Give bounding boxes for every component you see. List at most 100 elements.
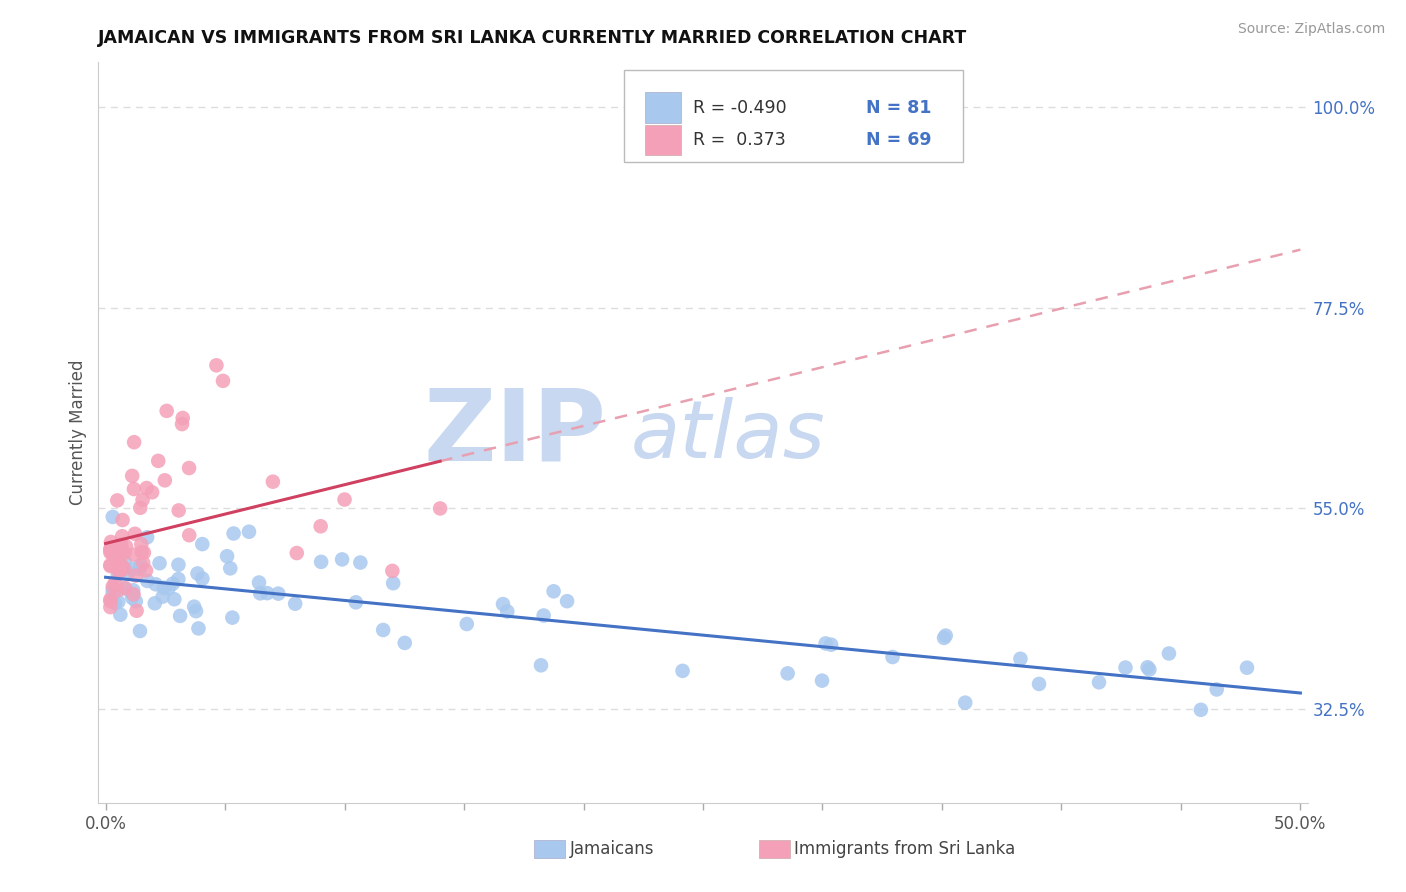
Point [249,586,271,600]
Point [122,435,145,450]
Point [811,673,834,688]
Point [344,595,367,609]
Text: ZIP: ZIP [423,384,606,481]
Point [131,545,153,559]
FancyBboxPatch shape [645,125,682,155]
Point [98,542,121,557]
Point [131,492,153,507]
Point [114,581,136,595]
Point [101,594,124,608]
Point [212,374,235,388]
Y-axis label: Currently Married: Currently Married [69,359,87,506]
Point [114,554,136,568]
Point [953,696,976,710]
Point [1137,663,1160,677]
Point [125,568,148,582]
Point [381,564,404,578]
Point [122,548,145,562]
Point [136,530,159,544]
Point [820,638,842,652]
Point [105,493,128,508]
Point [152,581,174,595]
Point [1136,660,1159,674]
Point [330,552,353,566]
Point [429,501,451,516]
Point [167,503,190,517]
Text: Jamaicans: Jamaicans [569,840,654,858]
Point [112,562,135,576]
Point [107,583,129,598]
Point [262,475,284,489]
Point [110,547,132,561]
Point [184,604,207,618]
Point [108,562,131,576]
Point [172,411,194,425]
Point [671,664,693,678]
Point [98,592,121,607]
Point [107,540,129,554]
Point [394,636,416,650]
Point [530,658,553,673]
Point [157,582,180,596]
Point [935,629,957,643]
Point [217,549,239,564]
Point [98,541,121,556]
Point [98,594,121,608]
Point [148,454,170,468]
Text: JAMAICAN VS IMMIGRANTS FROM SRI LANKA CURRENTLY MARRIED CORRELATION CHART: JAMAICAN VS IMMIGRANTS FROM SRI LANKA CU… [98,29,967,47]
Point [163,592,186,607]
Text: R = -0.490: R = -0.490 [693,99,787,117]
Point [167,572,190,586]
Point [101,579,124,593]
FancyBboxPatch shape [624,70,963,162]
Point [1114,660,1136,674]
Text: Immigrants from Sri Lanka: Immigrants from Sri Lanka [794,840,1015,858]
Point [1205,682,1227,697]
Point [129,537,152,551]
Point [156,404,179,418]
Point [333,492,356,507]
Point [101,586,124,600]
Point [186,566,208,581]
Point [107,549,129,564]
Point [555,594,578,608]
Point [122,562,145,576]
Text: atlas: atlas [630,397,825,475]
Point [114,582,136,596]
FancyBboxPatch shape [645,92,682,123]
Point [882,650,904,665]
Point [145,577,167,591]
Point [179,528,201,542]
Point [104,575,127,590]
Point [1189,703,1212,717]
Point [177,461,200,475]
Point [101,546,124,560]
Point [111,529,134,543]
Point [124,526,146,541]
Point [125,604,148,618]
Point [492,597,515,611]
Point [132,556,155,570]
Point [309,555,332,569]
Point [309,519,332,533]
Point [222,526,245,541]
Point [107,595,129,609]
Point [107,567,129,582]
Point [111,513,134,527]
Point [141,485,163,500]
Point [110,538,132,552]
Point [122,583,145,598]
Point [373,623,395,637]
Text: Source: ZipAtlas.com: Source: ZipAtlas.com [1237,22,1385,37]
Point [104,596,127,610]
Point [108,565,131,579]
Point [135,481,157,495]
Point [267,587,290,601]
Point [1028,677,1050,691]
Point [170,417,193,431]
Point [121,587,143,601]
Point [132,546,155,560]
Point [110,607,132,622]
Point [496,605,519,619]
Point [162,576,184,591]
